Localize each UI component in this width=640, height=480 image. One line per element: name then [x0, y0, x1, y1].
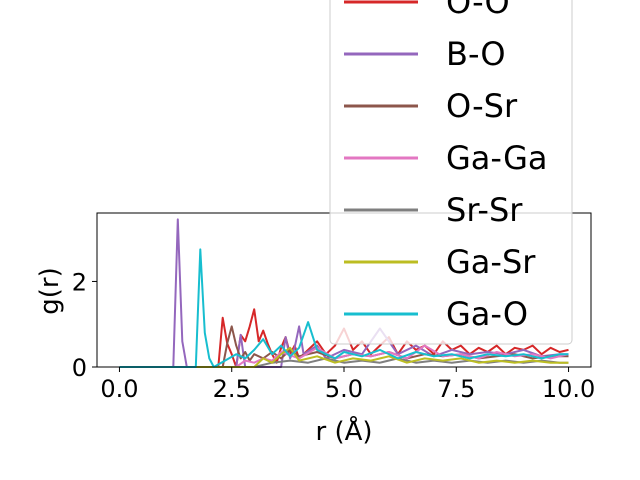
- legend-box: [329, 0, 573, 345]
- series-line-ga-ga: [119, 344, 569, 368]
- y-tick-label: 2: [72, 268, 87, 296]
- x-axis-label: r (Å): [315, 415, 372, 447]
- x-tick-label: 7.5: [437, 375, 475, 403]
- series-line-ga-o: [119, 248, 569, 368]
- x-tick-label: 5.0: [325, 375, 363, 403]
- legend-label: O-Sr: [446, 87, 518, 125]
- legend-label: Sr-Sr: [446, 191, 523, 229]
- x-tick-label: 0.0: [100, 375, 138, 403]
- legend-label: O-O: [446, 0, 510, 21]
- y-tick-label: 0: [72, 354, 87, 382]
- legend-label: Ga-Sr: [446, 243, 536, 281]
- axes-layer: 0.0 2.5 5.0 7.5 10.0 0 2: [72, 268, 596, 403]
- legend-label: B-O: [446, 35, 506, 73]
- x-tick-label: 2.5: [213, 375, 251, 403]
- y-axis-label: g(r): [35, 267, 65, 314]
- legend: O-O B-O O-Sr Ga-Ga Sr-Sr Ga-Sr Ga-O: [329, 0, 573, 345]
- series-line-o-sr: [119, 325, 569, 368]
- series-line-ga-sr: [119, 346, 569, 368]
- x-tick-label: 10.0: [542, 375, 595, 403]
- legend-label: Ga-Ga: [446, 139, 548, 177]
- legend-label: Ga-O: [446, 295, 528, 333]
